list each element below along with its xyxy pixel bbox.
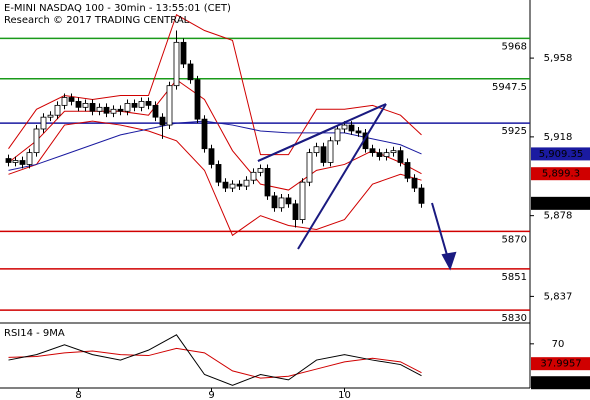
candle-body <box>355 130 362 134</box>
candle-body <box>320 146 327 163</box>
value-box-label: 5,909.35 <box>539 149 584 160</box>
level-label: 5925 <box>502 126 527 137</box>
candle-body <box>82 102 89 108</box>
y-tick-label: 70 <box>552 339 565 350</box>
candle-body <box>418 187 425 204</box>
candle-body <box>33 128 40 154</box>
candle-body <box>124 102 131 112</box>
candle-body <box>5 158 12 163</box>
value-box-label: 34.6208 <box>540 378 581 389</box>
candle-body <box>390 150 397 154</box>
candle-body <box>12 160 19 163</box>
candle-body <box>383 152 390 157</box>
value-box-label: 5,884.25 <box>539 198 584 209</box>
value-box <box>531 357 590 371</box>
level-label: 5968 <box>502 41 527 52</box>
candle-body <box>145 101 152 106</box>
level-label: 5947.5 <box>492 82 527 93</box>
candle-body <box>299 181 306 220</box>
candle-body <box>215 164 222 183</box>
candle-body <box>257 167 264 173</box>
candle-body <box>159 116 166 126</box>
candle-body <box>278 197 285 209</box>
candle-body <box>131 102 138 108</box>
level-label: 5851 <box>502 272 527 283</box>
candle-body <box>194 79 201 120</box>
candle-body <box>222 181 229 189</box>
candle-body <box>152 104 159 118</box>
candle-body <box>180 41 187 65</box>
level-label: 5870 <box>502 234 527 245</box>
rsi-panel: 70 37.9957 34.6208 <box>8 334 590 390</box>
x-tick-label: 9 <box>208 390 214 400</box>
level-label: 5830 <box>502 313 527 324</box>
rsi-title: RSI14 - 9MA <box>4 328 65 339</box>
chart-title: E-MINI NASDAQ 100 - 30min - 13:55:01 (CE… <box>4 3 231 14</box>
candle-body <box>285 197 292 205</box>
candle-body <box>334 128 341 142</box>
candle-body <box>271 195 278 209</box>
candle-body <box>306 152 313 183</box>
chart-subtitle: Research © 2017 TRADING CENTRAL <box>4 15 190 26</box>
candle-body <box>61 97 68 106</box>
y-tick-label: 5,918 <box>544 132 573 143</box>
candle-body <box>348 124 355 132</box>
candle-body <box>243 179 250 187</box>
candle-body <box>236 183 243 187</box>
candle-body <box>89 102 96 112</box>
candle-body <box>341 124 348 130</box>
levels: 5968 5947.5 5925 5870 5851 5830 <box>0 37 530 324</box>
candle-body <box>327 140 334 163</box>
candles <box>5 30 425 228</box>
indicator-line <box>8 334 422 386</box>
x-tick-label: 8 <box>75 390 81 400</box>
candle-body <box>376 152 383 157</box>
y-tick-label: 5,837 <box>544 291 573 302</box>
candle-body <box>26 152 33 165</box>
candle-body <box>110 108 117 114</box>
value-box <box>531 147 590 161</box>
candle-body <box>40 116 47 130</box>
y-tick-label: 5,958 <box>544 53 573 64</box>
candle-body <box>397 150 404 163</box>
labels: 5,958 5,918 5,878 5,837 5,899.3 5,909.35 5,884… <box>75 53 590 400</box>
wedge-line <box>297 103 387 250</box>
candle-body <box>250 171 257 181</box>
candle-body <box>264 167 271 197</box>
value-box <box>531 376 590 390</box>
candle-body <box>229 183 236 189</box>
candle-body <box>68 97 75 102</box>
indicator-line <box>8 120 422 237</box>
candle-body <box>96 106 103 112</box>
indicator-line <box>8 347 422 379</box>
value-box-label: 37.9957 <box>540 359 581 370</box>
value-box-label: 5,899.3 <box>542 169 580 180</box>
candle-body <box>292 203 299 220</box>
y-tick-label: 5,878 <box>544 211 573 222</box>
candle-body <box>166 85 173 126</box>
candle-body <box>54 104 61 116</box>
annotations <box>257 103 457 271</box>
candle-body <box>404 162 411 179</box>
candle-body <box>411 177 418 189</box>
candle-body <box>19 160 26 165</box>
candle-body <box>138 101 145 108</box>
candle-body <box>103 106 110 114</box>
value-box <box>531 167 590 181</box>
candle-body <box>187 63 194 81</box>
value-box <box>531 196 590 210</box>
forecast-arrow <box>431 202 450 263</box>
candle-body <box>47 114 54 118</box>
candle-body <box>313 146 320 154</box>
wedge-line <box>257 126 336 162</box>
candle-body <box>201 118 208 150</box>
x-tick-label: 10 <box>338 390 351 400</box>
arrow-head <box>441 251 457 271</box>
candle-body <box>75 101 82 108</box>
candle-body <box>208 148 215 165</box>
candle-body <box>173 41 180 87</box>
candle-body <box>369 148 376 154</box>
candle-body <box>117 108 124 112</box>
